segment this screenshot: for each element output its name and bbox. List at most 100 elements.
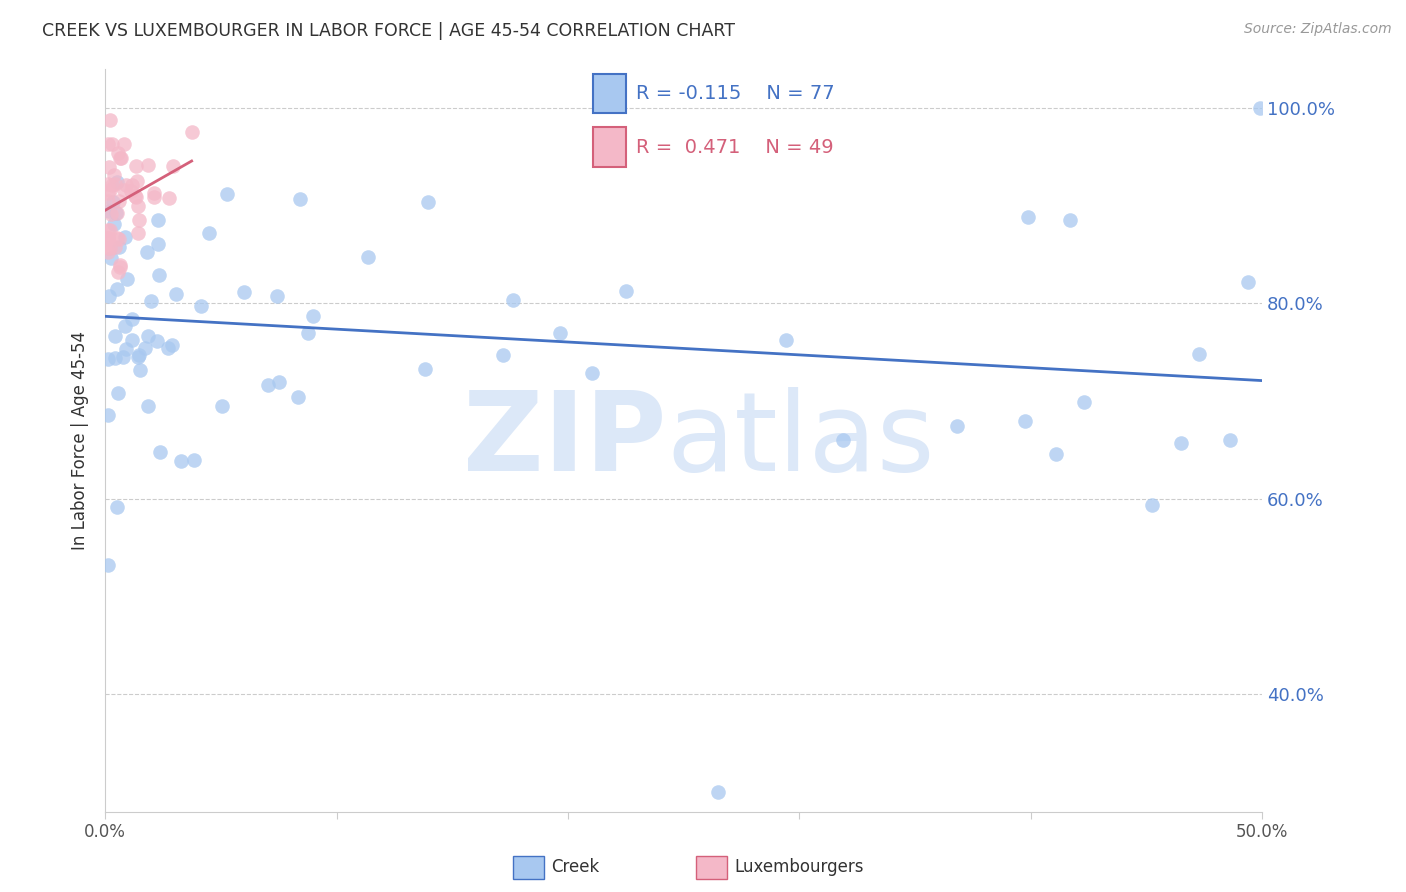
Point	[125, 190, 148, 204]
Point	[98, 242, 121, 256]
Point	[502, 293, 524, 308]
Point	[108, 194, 131, 208]
Point	[114, 230, 136, 244]
Point	[112, 184, 135, 198]
Point	[148, 237, 170, 252]
Point	[136, 157, 159, 171]
Point	[160, 338, 183, 352]
Point	[269, 376, 291, 390]
Point	[1249, 101, 1271, 115]
Point	[129, 363, 152, 377]
Point	[121, 311, 143, 326]
Point	[96, 241, 118, 255]
Point	[115, 271, 138, 285]
Point	[1073, 394, 1095, 409]
Point	[107, 145, 129, 160]
Point	[143, 186, 166, 200]
Point	[105, 500, 128, 514]
Point	[105, 206, 128, 220]
Point	[121, 178, 143, 193]
Text: Source: ZipAtlas.com: Source: ZipAtlas.com	[1244, 22, 1392, 37]
Point	[302, 310, 325, 324]
Point	[96, 186, 118, 200]
Point	[127, 199, 149, 213]
Point	[775, 334, 797, 348]
Point	[1170, 436, 1192, 450]
Point	[1237, 275, 1260, 289]
Point	[105, 231, 128, 245]
Point	[215, 186, 238, 201]
Point	[157, 341, 180, 355]
Point	[136, 245, 159, 260]
Point	[100, 251, 122, 265]
Point	[97, 160, 120, 174]
Point	[108, 232, 131, 246]
Point	[96, 558, 118, 572]
Point	[197, 226, 219, 240]
Point	[98, 112, 121, 127]
Point	[288, 192, 311, 206]
Point	[146, 212, 169, 227]
Point	[614, 284, 637, 298]
Point	[96, 232, 118, 246]
Point	[548, 326, 571, 340]
Point	[103, 169, 125, 183]
Text: Luxembourgers: Luxembourgers	[734, 858, 863, 876]
Point	[104, 329, 127, 343]
Point	[108, 260, 131, 275]
Point	[96, 222, 118, 236]
Point	[105, 282, 128, 296]
Point	[287, 390, 309, 404]
Point	[104, 351, 127, 365]
Point	[165, 287, 187, 301]
Point	[128, 212, 150, 227]
Point	[128, 348, 150, 362]
Point	[120, 185, 142, 199]
Point	[103, 217, 125, 231]
Point	[98, 289, 121, 303]
Point	[115, 2, 138, 16]
Point	[356, 250, 378, 264]
Point	[136, 399, 159, 413]
Point	[1059, 212, 1081, 227]
Point	[832, 434, 855, 448]
Point	[1045, 447, 1067, 461]
Point	[266, 289, 288, 303]
Text: CREEK VS LUXEMBOURGER IN LABOR FORCE | AGE 45-54 CORRELATION CHART: CREEK VS LUXEMBOURGER IN LABOR FORCE | A…	[42, 22, 735, 40]
Point	[121, 333, 143, 347]
Point	[111, 350, 134, 364]
Point	[115, 178, 138, 192]
Point	[162, 159, 184, 173]
Point	[107, 265, 129, 279]
Point	[104, 177, 127, 191]
Point	[114, 318, 136, 333]
Point	[96, 409, 118, 423]
Point	[416, 194, 439, 209]
Point	[108, 151, 131, 165]
Point	[134, 341, 156, 355]
Point	[1219, 433, 1241, 447]
Point	[124, 189, 146, 203]
Text: R = -0.115    N = 77: R = -0.115 N = 77	[637, 84, 835, 103]
Point	[103, 240, 125, 254]
Point	[257, 378, 280, 392]
Point	[1017, 211, 1039, 225]
Text: R =  0.471    N = 49: R = 0.471 N = 49	[637, 137, 834, 157]
Point	[96, 231, 118, 245]
Point	[96, 194, 118, 208]
Point	[96, 244, 118, 259]
Point	[96, 231, 118, 245]
Bar	[593, 128, 627, 167]
Point	[107, 385, 129, 400]
Point	[125, 174, 148, 188]
Point	[146, 334, 169, 348]
Point	[581, 366, 603, 380]
Text: ZIP: ZIP	[463, 386, 666, 493]
Point	[97, 352, 120, 367]
Point	[96, 177, 118, 191]
Point	[180, 125, 202, 139]
Point	[108, 258, 131, 272]
Point	[1014, 414, 1036, 428]
Point	[297, 326, 319, 340]
Point	[105, 206, 128, 220]
